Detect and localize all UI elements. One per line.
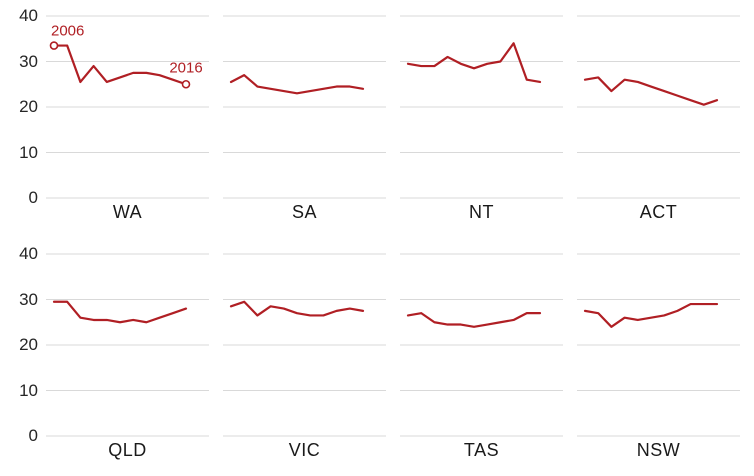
panel-plot (577, 15, 740, 199)
panel-wa: 2006 2016 WA (46, 0, 209, 238)
panel-qld: QLD (46, 238, 209, 476)
panel-plot (223, 253, 386, 437)
y-tick-label: 30 (19, 51, 38, 71)
trend-line (229, 300, 365, 317)
y-tick-label: 10 (19, 142, 38, 162)
panel-plot (223, 15, 386, 199)
chart-row-bottom: 40 30 20 10 0 QLD VIC TAS NSW (0, 238, 754, 476)
trend-line (52, 44, 188, 86)
end-year-annotation: 2016 (169, 59, 202, 76)
panel-label: TAS (463, 440, 500, 460)
panel-plot: 2006 2016 (46, 15, 209, 199)
panel-plot (577, 253, 740, 437)
y-tick-label: 0 (28, 426, 38, 445)
panel-plot (400, 253, 563, 437)
trend-line (406, 42, 542, 84)
trend-line (229, 74, 365, 95)
start-year-annotation: 2006 (51, 23, 84, 40)
panel-label: NT (469, 202, 494, 222)
panel-label: VIC (288, 440, 321, 460)
y-tick-label: 30 (19, 289, 38, 309)
y-tick-label: 20 (19, 335, 38, 354)
panel-label: NSW (636, 440, 681, 460)
panel-label: ACT (639, 202, 678, 222)
endpoint-marker (181, 79, 191, 89)
endpoint-marker (49, 41, 59, 50)
y-tick-label: 40 (19, 6, 38, 25)
chart-row-top: 40 30 20 10 0 2006 2016 WA SA NT ACT (0, 0, 740, 238)
panel-nsw: NSW (577, 238, 740, 476)
panel-plot (46, 253, 209, 437)
panel-act: ACT (577, 0, 740, 238)
trend-line (52, 300, 188, 324)
trend-line (406, 312, 542, 328)
y-tick-label: 10 (19, 380, 38, 400)
panel-label: QLD (108, 440, 147, 460)
y-axis: 40 30 20 10 0 (0, 238, 46, 476)
panel-label: WA (112, 202, 143, 222)
y-tick-label: 40 (19, 244, 38, 263)
trend-line (583, 76, 719, 106)
panel-tas: TAS (400, 238, 563, 476)
y-tick-label: 20 (19, 97, 38, 116)
panel-label: SA (291, 202, 317, 222)
panel-plot (400, 15, 563, 199)
y-axis: 40 30 20 10 0 (0, 0, 46, 238)
panel-sa: SA (223, 0, 386, 238)
panel-vic: VIC (223, 238, 386, 476)
trend-line (583, 302, 719, 328)
y-tick-label: 0 (28, 188, 38, 207)
panel-nt: NT (400, 0, 563, 238)
